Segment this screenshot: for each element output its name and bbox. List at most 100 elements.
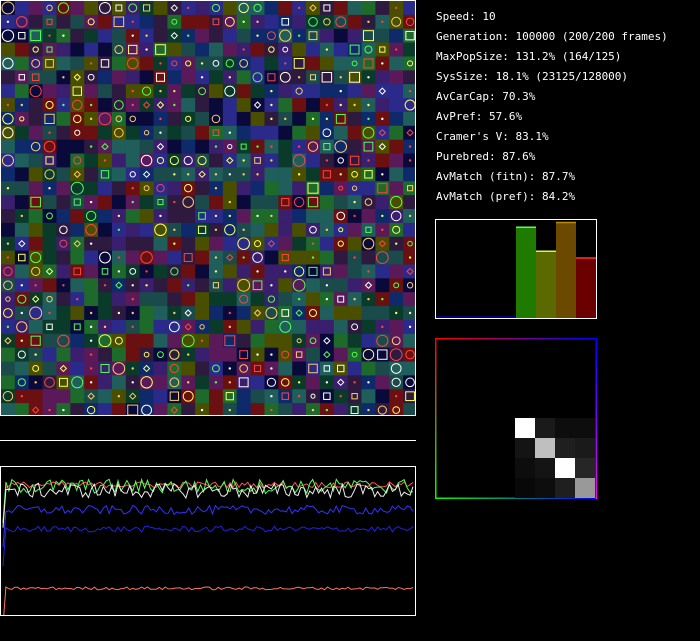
grid-cell [181, 42, 196, 57]
grid-cell [319, 181, 335, 196]
grid-dot [353, 200, 356, 204]
correlation-matrix [435, 338, 597, 499]
grid-cell [333, 222, 349, 238]
grid-dot [270, 103, 273, 107]
grid-cell [111, 333, 127, 349]
grid-cell [236, 98, 252, 113]
grid-cell [375, 125, 390, 141]
grid-cell [250, 333, 265, 349]
grid-cell [389, 347, 404, 363]
grid-ring [17, 350, 26, 359]
grid-cell [375, 250, 390, 265]
grid-square [127, 404, 139, 415]
grid-cell [98, 42, 113, 57]
grid-square [281, 18, 290, 26]
grid-cell [28, 181, 44, 196]
grid-square [321, 72, 333, 83]
grid-cell [347, 403, 363, 415]
grid-cell [278, 153, 293, 168]
grid-cell [167, 111, 182, 127]
grid-diamond [170, 4, 179, 12]
grid-square [100, 170, 110, 179]
grid-cell [250, 389, 265, 404]
grid-cell [209, 347, 224, 363]
grid-dot [325, 117, 329, 121]
grid-cell [98, 181, 113, 196]
grid-cell [333, 111, 349, 127]
grid-cell [181, 264, 196, 279]
grid-dot [20, 339, 23, 342]
grid-cell [403, 195, 415, 210]
grid-ring [392, 225, 401, 234]
grid-cell [333, 278, 349, 293]
grid-square [198, 212, 206, 220]
grid-cell [195, 389, 210, 404]
grid-cell [14, 403, 30, 415]
grid-cell [125, 125, 141, 141]
grid-cell [333, 125, 349, 141]
grid-cell [292, 319, 307, 335]
grid-cell [403, 361, 415, 376]
grid-cell [389, 333, 404, 349]
grid-ring [405, 349, 415, 360]
grid-ring [3, 308, 13, 318]
grid-cell [153, 42, 168, 57]
grid-cell [111, 42, 127, 57]
grid-cell [42, 56, 57, 71]
grid-cell [278, 167, 293, 182]
grid-ring [140, 154, 153, 167]
grid-ring [279, 320, 292, 333]
grid-cell [1, 222, 16, 238]
grid-cell [14, 181, 30, 196]
grid-square [238, 377, 249, 388]
grid-ring [267, 295, 276, 303]
grid-cell [28, 28, 44, 44]
grid-cell [292, 84, 307, 99]
grid-cell [42, 333, 57, 349]
grid-dot [381, 297, 384, 301]
grid-ring [143, 185, 150, 192]
grid-dot [214, 256, 218, 259]
grid-dot [325, 103, 329, 107]
grid-dot [89, 242, 93, 245]
grid-ring [390, 195, 403, 209]
grid-cell [153, 181, 168, 196]
grid-cell [222, 264, 238, 279]
grid-cell [236, 139, 252, 155]
grid-cell [222, 56, 238, 71]
grid-dot [270, 159, 273, 162]
matrix-cell [555, 438, 575, 458]
grid-cell [333, 209, 349, 224]
grid-diamond [323, 337, 331, 345]
grid-cell [222, 333, 238, 349]
grid-cell [250, 375, 265, 390]
grid-diamond [73, 170, 81, 179]
grid-diamond [115, 281, 123, 289]
grid-cell [209, 42, 224, 57]
grid-cell [84, 70, 99, 85]
grid-ring [43, 140, 56, 153]
grid-dot [297, 34, 301, 37]
grid-dot [187, 34, 190, 37]
grid-cell [56, 56, 71, 71]
grid-cell [236, 56, 252, 71]
grid-square [309, 74, 317, 81]
grid-cell [278, 222, 293, 238]
grid-cell [111, 111, 127, 127]
grid-cell [319, 167, 335, 182]
grid-cell [153, 389, 168, 404]
grid-cell [264, 375, 279, 390]
grid-square [335, 113, 346, 124]
grid-cell [70, 28, 85, 44]
grid-cell [42, 347, 57, 363]
grid-cell [195, 42, 210, 57]
grid-diamond [18, 239, 26, 248]
grid-cell [139, 236, 155, 252]
grid-cell [347, 125, 363, 141]
grid-cell [195, 278, 210, 293]
grid-cell [125, 209, 141, 224]
grid-ring [364, 198, 373, 206]
grid-dot [62, 76, 65, 79]
grid-ring [197, 155, 207, 166]
grid-cell [70, 264, 85, 279]
